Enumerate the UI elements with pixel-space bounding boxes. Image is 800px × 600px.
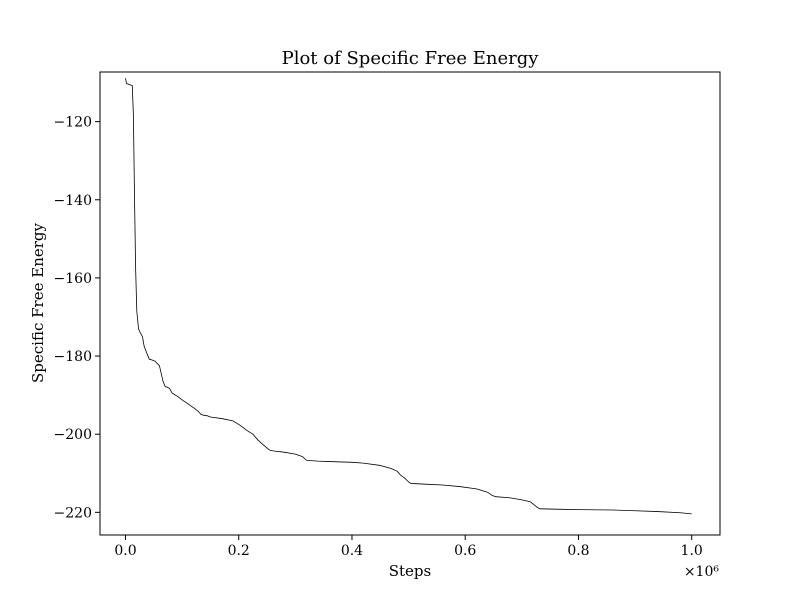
x-scale-label: ×10⁶ (684, 564, 720, 580)
x-tick-label: 0.8 (567, 543, 589, 559)
plot-area (125, 78, 692, 515)
y-axis: −120 −140 −160 −180 −200 −220 (54, 115, 100, 521)
y-tick-label: −200 (54, 427, 92, 443)
x-tick-label: 0.6 (454, 543, 476, 559)
x-tick-label: 0.4 (341, 543, 363, 559)
y-tick-label: −220 (54, 505, 92, 521)
x-tick-label: 0.0 (114, 543, 136, 559)
x-tick-label: 0.2 (228, 543, 250, 559)
series-line-0 (125, 78, 692, 515)
y-tick-label: −160 (54, 271, 92, 287)
y-tick-label: −180 (54, 349, 92, 365)
chart-title: Plot of Specific Free Energy (282, 48, 540, 69)
y-tick-label: −120 (54, 115, 92, 131)
y-tick-label: −140 (54, 193, 92, 209)
y-axis-label: Specific Free Energy (29, 222, 47, 382)
x-tick-label: 1.0 (681, 543, 703, 559)
x-axis: 0.0 0.2 0.4 0.6 0.8 1.0 (114, 535, 703, 559)
x-axis-label: Steps (389, 562, 431, 580)
axes-frame (99, 71, 721, 536)
